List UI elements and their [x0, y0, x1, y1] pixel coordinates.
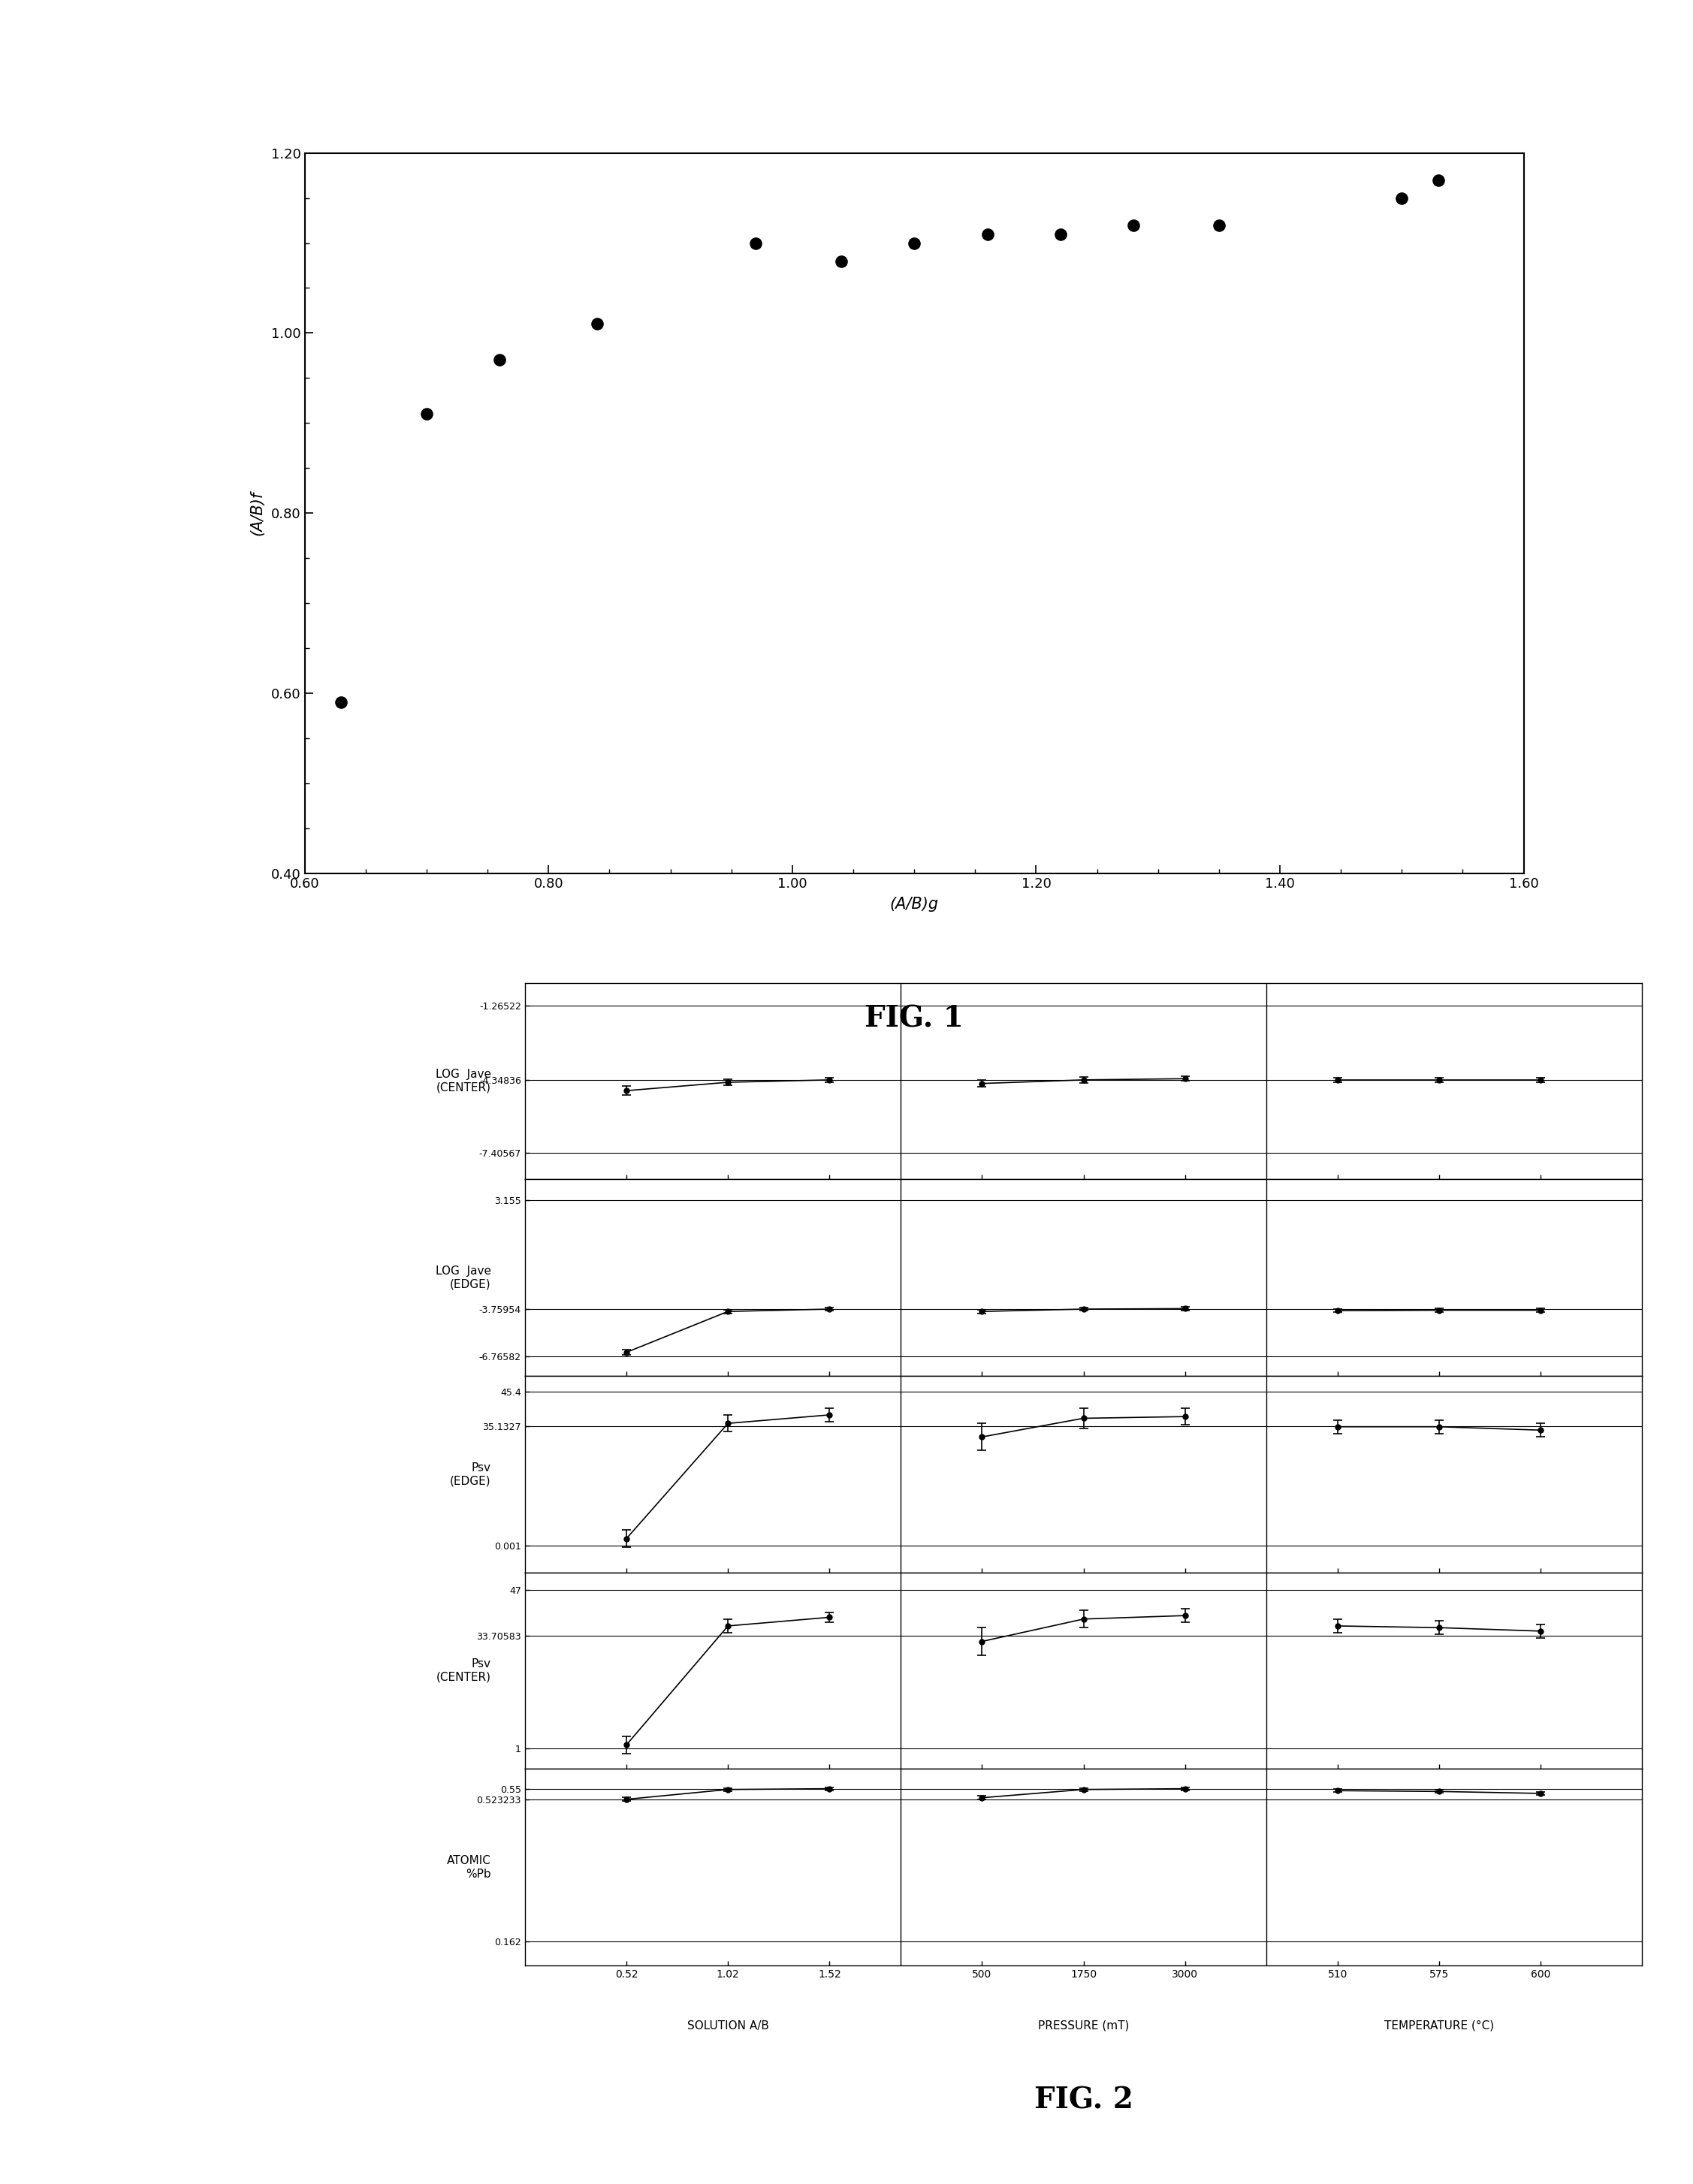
Point	[328, 686, 356, 721]
Text: FIG. 1: FIG. 1	[865, 1005, 963, 1033]
Text: LOG  Jave
(EDGE): LOG Jave (EDGE)	[435, 1265, 491, 1291]
Text: Psv
(EDGE): Psv (EDGE)	[450, 1461, 491, 1487]
Text: ATOMIC
%Pb: ATOMIC %Pb	[447, 1854, 491, 1880]
Point	[1388, 181, 1415, 216]
Point	[901, 225, 928, 260]
Text: LOG  Jave
(CENTER): LOG Jave (CENTER)	[435, 1068, 491, 1094]
Text: SOLUTION A/B: SOLUTION A/B	[687, 2020, 769, 2031]
X-axis label: (A/B)g: (A/B)g	[891, 898, 938, 913]
Point	[1121, 207, 1148, 242]
Text: Psv
(CENTER): Psv (CENTER)	[437, 1658, 491, 1684]
Point	[486, 343, 513, 378]
Point	[973, 216, 1001, 251]
Point	[828, 245, 855, 280]
Text: TEMPERATURE (°C): TEMPERATURE (°C)	[1385, 2020, 1493, 2031]
Point	[1426, 162, 1453, 197]
Point	[1046, 216, 1073, 251]
Text: PRESSURE (mT): PRESSURE (mT)	[1038, 2020, 1129, 2031]
Point	[1205, 207, 1233, 242]
Y-axis label: (A/B)f: (A/B)f	[251, 491, 264, 535]
Point	[413, 397, 440, 432]
Point	[584, 306, 611, 341]
Text: FIG. 2: FIG. 2	[1034, 2086, 1133, 2114]
Point	[742, 225, 769, 260]
